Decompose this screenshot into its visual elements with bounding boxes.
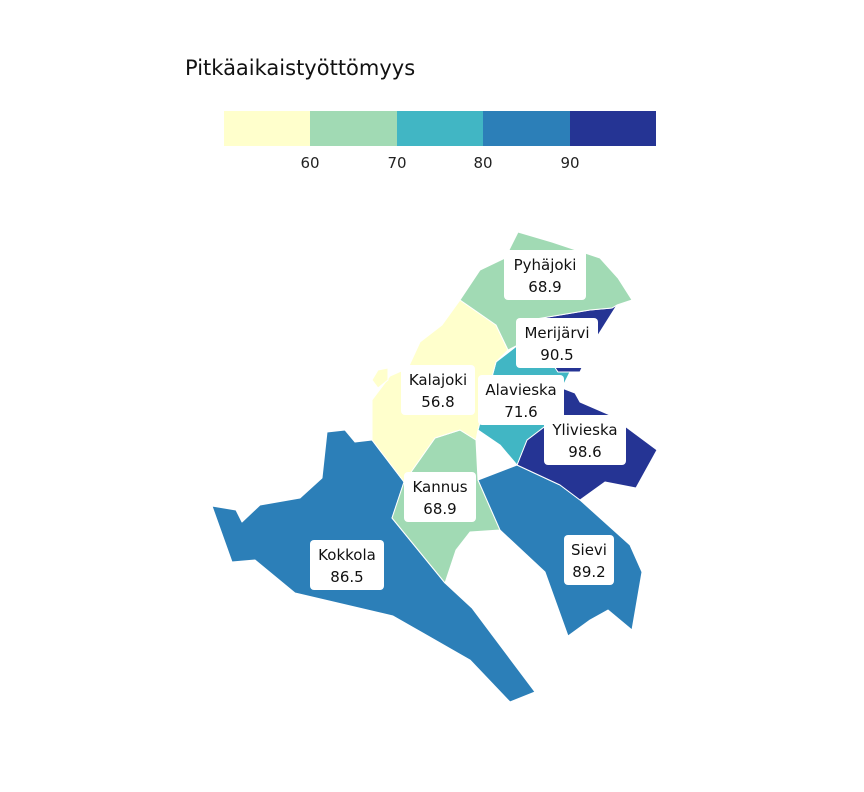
legend-tick-90: 90	[560, 154, 580, 172]
label-kannus: Kannus 68.9	[404, 472, 476, 522]
label-kannus-value: 68.9	[423, 500, 456, 518]
label-sievi: Sievi 89.2	[564, 535, 614, 585]
region-sievi[interactable]	[477, 464, 643, 637]
label-merijarvi: Merijärvi 90.5	[516, 318, 598, 368]
label-alavieska: Alavieska 71.6	[478, 375, 564, 425]
label-kokkola: Kokkola 86.5	[310, 540, 384, 590]
label-sievi-value: 89.2	[572, 563, 605, 581]
label-pyhajoki-name: Pyhäjoki	[514, 256, 577, 274]
legend-title: Pitkäaikaistyöttömyys	[185, 56, 416, 80]
legend-swatch-5	[569, 111, 656, 146]
legend-tick-60: 60	[300, 154, 320, 172]
label-kalajoki-name: Kalajoki	[409, 371, 467, 389]
label-alavieska-value: 71.6	[504, 403, 537, 421]
label-kokkola-value: 86.5	[330, 568, 363, 586]
label-merijarvi-name: Merijärvi	[524, 324, 589, 342]
legend-color-bar	[224, 111, 656, 146]
legend-tick-70: 70	[387, 154, 407, 172]
legend-swatch-3	[396, 111, 484, 146]
legend-tick-80: 80	[473, 154, 493, 172]
label-kalajoki-value: 56.8	[421, 393, 454, 411]
label-ylivieska: Ylivieska 98.6	[544, 415, 626, 465]
label-merijarvi-value: 90.5	[540, 346, 573, 364]
label-ylivieska-value: 98.6	[568, 443, 601, 461]
label-kalajoki: Kalajoki 56.8	[401, 365, 475, 415]
region-kalajoki-island	[371, 367, 389, 389]
label-kokkola-name: Kokkola	[318, 546, 376, 564]
label-sievi-name: Sievi	[571, 541, 607, 559]
label-ylivieska-name: Ylivieska	[551, 421, 617, 439]
label-pyhajoki: Pyhäjoki 68.9	[504, 250, 586, 300]
label-kannus-name: Kannus	[412, 478, 467, 496]
legend-swatch-2	[310, 111, 397, 146]
legend-swatch-4	[483, 111, 570, 146]
label-pyhajoki-value: 68.9	[528, 278, 561, 296]
legend-swatch-1	[224, 111, 311, 146]
label-alavieska-name: Alavieska	[485, 381, 556, 399]
